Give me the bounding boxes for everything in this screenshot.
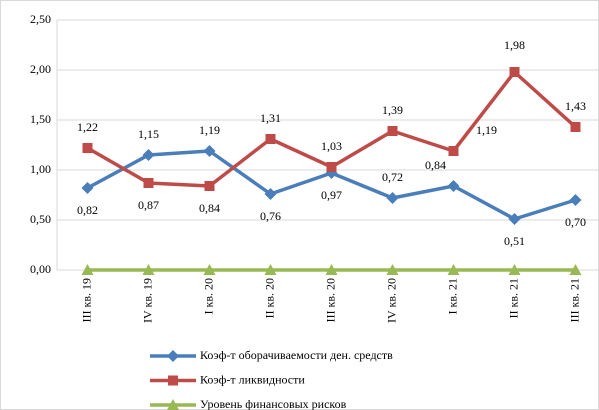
marker bbox=[204, 181, 215, 191]
y-tick-label: 1,50 bbox=[30, 112, 51, 126]
data-label: 1,98 bbox=[504, 38, 525, 52]
marker bbox=[325, 264, 338, 275]
x-tick-label: I кв. 21 bbox=[445, 278, 459, 315]
marker bbox=[386, 264, 399, 275]
y-tick-label: 2,00 bbox=[30, 62, 51, 76]
legend-label: Коэф-т ликвидности bbox=[200, 372, 305, 386]
marker bbox=[203, 145, 216, 157]
y-tick-label: 2,50 bbox=[30, 12, 51, 26]
marker bbox=[447, 264, 460, 275]
data-label: 0,84 bbox=[425, 158, 446, 172]
legend-label: Уровень финансовых рисков bbox=[200, 397, 347, 410]
data-label: 1,39 bbox=[382, 103, 403, 117]
marker bbox=[82, 143, 93, 153]
x-tick-label: III кв. 20 bbox=[323, 278, 337, 322]
marker bbox=[143, 178, 154, 188]
marker bbox=[508, 213, 521, 225]
marker bbox=[264, 188, 277, 200]
marker bbox=[508, 264, 521, 275]
marker bbox=[81, 182, 94, 194]
marker bbox=[447, 180, 460, 192]
data-label: 1,19 bbox=[199, 123, 220, 137]
marker bbox=[570, 122, 581, 132]
marker bbox=[203, 264, 216, 275]
marker bbox=[142, 149, 155, 161]
x-tick-label: I кв. 20 bbox=[201, 278, 215, 315]
data-label: 1,19 bbox=[476, 123, 497, 137]
data-label: 1,43 bbox=[565, 99, 586, 113]
marker bbox=[569, 264, 582, 275]
data-label: 0,82 bbox=[77, 203, 98, 217]
data-label: 0,51 bbox=[504, 234, 525, 248]
data-label: 0,84 bbox=[199, 201, 220, 215]
marker bbox=[168, 375, 178, 386]
y-tick-label: 0,50 bbox=[30, 212, 51, 226]
x-tick-label: IV кв. 19 bbox=[140, 278, 154, 323]
data-label: 1,31 bbox=[260, 111, 281, 125]
data-label: 0,76 bbox=[260, 209, 281, 223]
x-tick-label: IV кв. 20 bbox=[384, 278, 398, 323]
marker bbox=[265, 134, 276, 144]
marker bbox=[569, 194, 582, 206]
marker bbox=[264, 264, 277, 275]
data-label: 1,22 bbox=[77, 120, 98, 134]
y-tick-label: 0,00 bbox=[30, 262, 51, 276]
marker bbox=[81, 264, 94, 275]
x-tick-label: III кв. 21 bbox=[567, 278, 581, 322]
data-label: 1,03 bbox=[321, 139, 342, 153]
marker bbox=[167, 399, 179, 410]
marker bbox=[386, 192, 399, 204]
marker bbox=[167, 350, 179, 362]
y-tick-label: 1,00 bbox=[30, 162, 51, 176]
marker bbox=[509, 67, 520, 77]
x-tick-label: II кв. 20 bbox=[262, 278, 276, 319]
legend-label: Коэф-т оборачиваемости ден. средств bbox=[200, 348, 393, 362]
x-tick-label: II кв. 21 bbox=[506, 278, 520, 319]
marker bbox=[326, 162, 337, 172]
marker bbox=[387, 126, 398, 136]
data-label: 0,87 bbox=[138, 198, 159, 212]
x-tick-label: III кв. 19 bbox=[79, 278, 93, 322]
data-label: 0,97 bbox=[321, 188, 342, 202]
data-label: 1,15 bbox=[138, 127, 159, 141]
marker bbox=[142, 264, 155, 275]
data-label: 0,70 bbox=[565, 215, 586, 229]
marker bbox=[448, 146, 459, 156]
data-label: 0,72 bbox=[382, 170, 403, 184]
